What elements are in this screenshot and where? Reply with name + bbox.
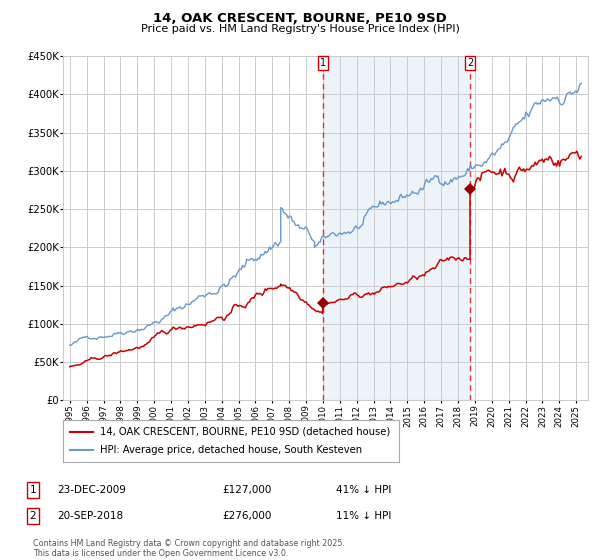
Text: HPI: Average price, detached house, South Kesteven: HPI: Average price, detached house, Sout… bbox=[100, 445, 362, 455]
Bar bbox=[323, 56, 470, 400]
Text: 14, OAK CRESCENT, BOURNE, PE10 9SD (detached house): 14, OAK CRESCENT, BOURNE, PE10 9SD (deta… bbox=[100, 427, 390, 437]
Text: 11% ↓ HPI: 11% ↓ HPI bbox=[336, 511, 391, 521]
Text: 2: 2 bbox=[467, 58, 473, 68]
Text: £127,000: £127,000 bbox=[222, 485, 271, 495]
Text: 23-DEC-2009: 23-DEC-2009 bbox=[57, 485, 126, 495]
Text: 14, OAK CRESCENT, BOURNE, PE10 9SD: 14, OAK CRESCENT, BOURNE, PE10 9SD bbox=[153, 12, 447, 25]
Text: 41% ↓ HPI: 41% ↓ HPI bbox=[336, 485, 391, 495]
Text: 1: 1 bbox=[29, 485, 37, 495]
Text: 20-SEP-2018: 20-SEP-2018 bbox=[57, 511, 123, 521]
Text: 1: 1 bbox=[320, 58, 326, 68]
Text: 2: 2 bbox=[29, 511, 37, 521]
Text: Contains HM Land Registry data © Crown copyright and database right 2025.
This d: Contains HM Land Registry data © Crown c… bbox=[33, 539, 345, 558]
Text: Price paid vs. HM Land Registry's House Price Index (HPI): Price paid vs. HM Land Registry's House … bbox=[140, 24, 460, 34]
Text: £276,000: £276,000 bbox=[222, 511, 271, 521]
